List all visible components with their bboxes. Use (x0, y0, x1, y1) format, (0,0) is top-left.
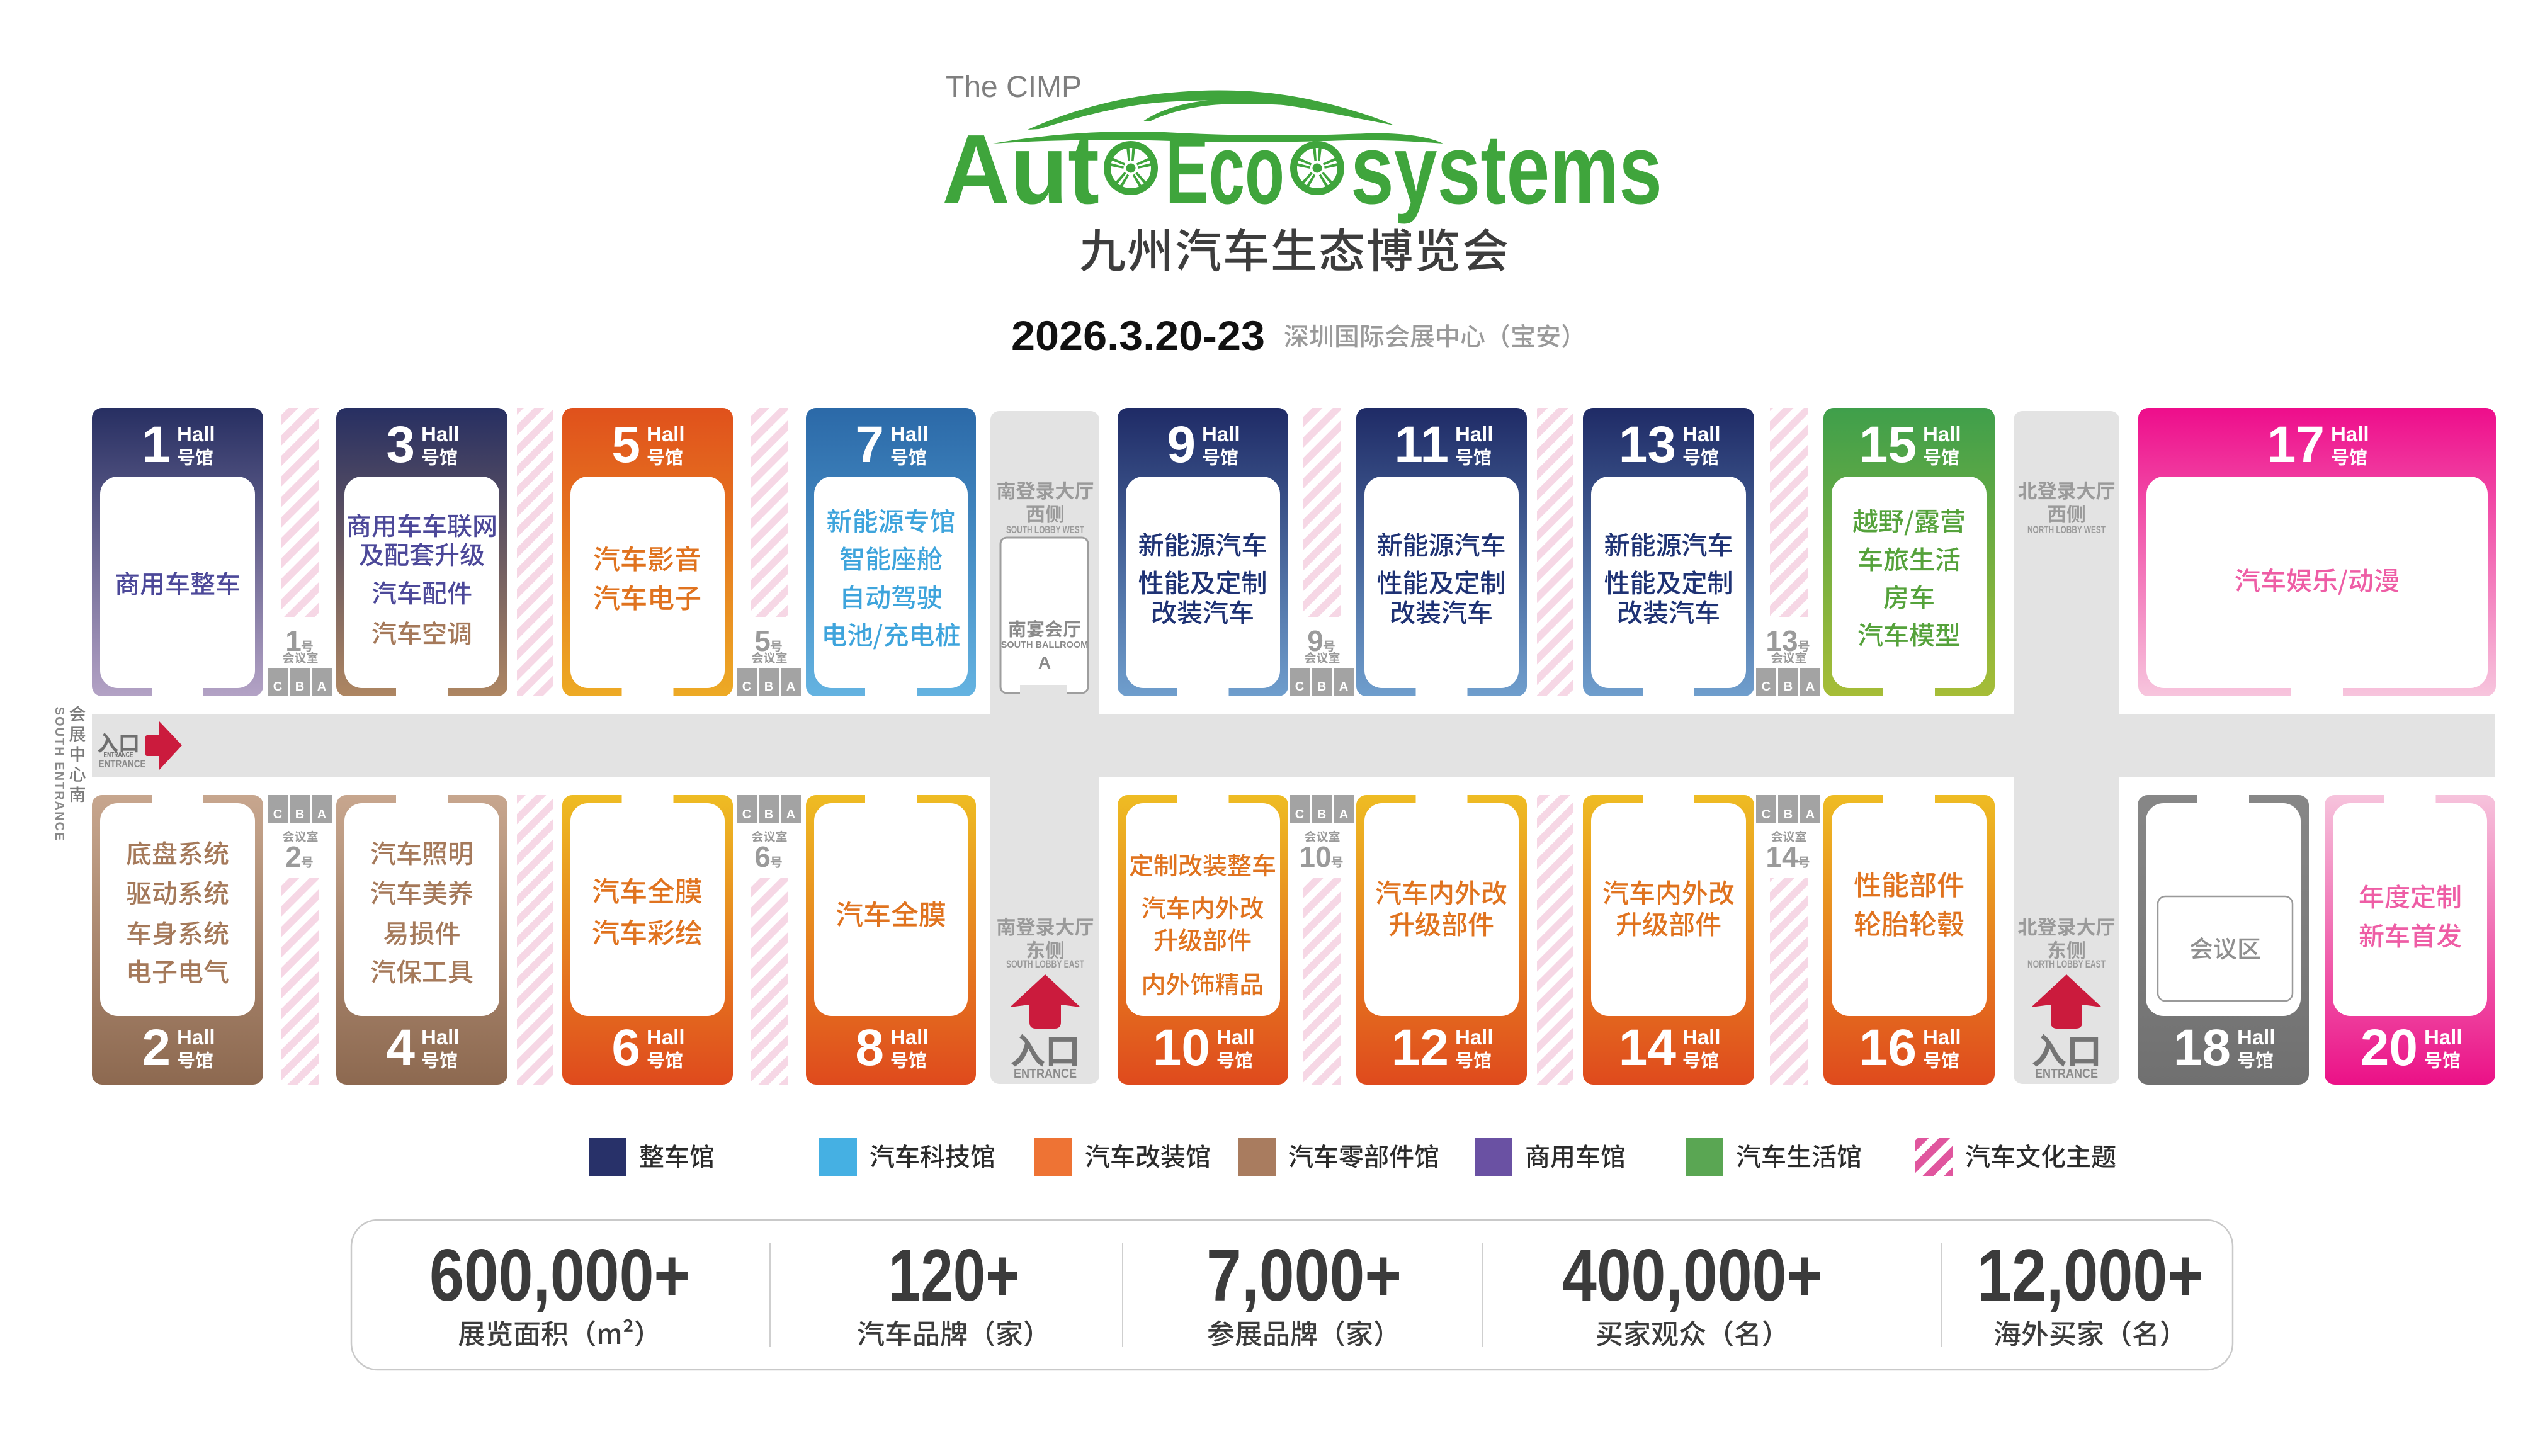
svg-text:B: B (1317, 808, 1326, 821)
svg-text:B: B (295, 808, 304, 821)
svg-text:The CIMP: The CIMP (946, 71, 1082, 104)
svg-text:ENTRANCE: ENTRANCE (104, 752, 133, 759)
svg-text:Hall: Hall (1455, 422, 1494, 446)
svg-text:Hall: Hall (2424, 1025, 2463, 1049)
svg-text:18: 18 (2174, 1019, 2231, 1076)
svg-text:600,000+: 600,000+ (429, 1234, 690, 1316)
svg-text:SOUTH BALLROOM: SOUTH BALLROOM (1001, 640, 1089, 650)
svg-text:SOUTH LOBBY WEST: SOUTH LOBBY WEST (1006, 524, 1084, 536)
svg-text:9: 9 (1307, 624, 1324, 657)
svg-text:5: 5 (754, 624, 771, 657)
svg-text:2: 2 (285, 840, 302, 873)
svg-text:C: C (1762, 680, 1771, 694)
svg-text:Hall: Hall (1923, 422, 1961, 446)
svg-text:B: B (295, 680, 304, 694)
svg-text:ENTRANCE: ENTRANCE (2035, 1067, 2098, 1081)
svg-text:9: 9 (1167, 416, 1196, 473)
svg-text:7: 7 (855, 416, 884, 473)
svg-text:C: C (273, 808, 282, 821)
svg-text:Hall: Hall (421, 1025, 460, 1049)
svg-text:A: A (1038, 653, 1051, 672)
svg-text:Hall: Hall (421, 422, 460, 446)
svg-text:Hall: Hall (1455, 1025, 1494, 1049)
svg-text:15: 15 (1859, 416, 1917, 473)
svg-text:Hall: Hall (1682, 1025, 1721, 1049)
svg-text:C: C (273, 680, 282, 694)
svg-text:Hall: Hall (2331, 422, 2369, 446)
svg-text:14: 14 (1619, 1019, 1677, 1076)
svg-text:A: A (1806, 680, 1815, 694)
svg-text:7,000+: 7,000+ (1206, 1234, 1402, 1316)
svg-text:Hall: Hall (647, 422, 685, 446)
svg-text:11: 11 (1394, 416, 1449, 473)
svg-text:B: B (764, 808, 773, 821)
svg-text:Hall: Hall (647, 1025, 685, 1049)
svg-text:Hall: Hall (177, 422, 215, 446)
svg-text:Aut: Aut (942, 114, 1099, 224)
svg-text:A: A (1806, 808, 1815, 821)
svg-text:C: C (1762, 808, 1771, 821)
svg-text:8: 8 (855, 1019, 884, 1076)
svg-text:B: B (764, 680, 773, 694)
svg-text:A: A (1339, 808, 1348, 821)
svg-text:12,000+: 12,000+ (1977, 1234, 2204, 1316)
svg-text:B: B (1784, 680, 1793, 694)
svg-text:B: B (1784, 808, 1793, 821)
svg-text:6: 6 (611, 1019, 640, 1076)
svg-text:NORTH LOBBY WEST: NORTH LOBBY WEST (2027, 524, 2106, 536)
svg-text:SOUTH LOBBY EAST: SOUTH LOBBY EAST (1006, 958, 1084, 970)
svg-text:C: C (742, 808, 751, 821)
svg-text:400,000+: 400,000+ (1562, 1234, 1823, 1316)
svg-text:Hall: Hall (177, 1025, 215, 1049)
svg-text:B: B (1317, 680, 1326, 694)
svg-text:4: 4 (386, 1019, 415, 1076)
svg-text:10: 10 (1153, 1019, 1210, 1076)
svg-text:10: 10 (1299, 840, 1331, 873)
svg-text:16: 16 (1859, 1019, 1917, 1076)
svg-text:Hall: Hall (2237, 1025, 2276, 1049)
svg-text:NORTH LOBBY EAST: NORTH LOBBY EAST (2027, 958, 2106, 970)
svg-text:A: A (786, 680, 795, 694)
svg-text:Hall: Hall (1682, 422, 1721, 446)
svg-text:C: C (1295, 680, 1304, 694)
svg-text:5: 5 (611, 416, 640, 473)
svg-text:A: A (317, 808, 326, 821)
svg-text:3: 3 (386, 416, 415, 473)
svg-text:Hall: Hall (890, 422, 929, 446)
svg-text:120+: 120+ (888, 1234, 1019, 1316)
svg-text:ENTRANCE: ENTRANCE (99, 758, 146, 770)
svg-text:13: 13 (1766, 624, 1798, 657)
svg-text:Hall: Hall (890, 1025, 929, 1049)
svg-text:A: A (317, 680, 326, 694)
svg-text:systems: systems (1351, 114, 1662, 224)
svg-text:C: C (742, 680, 751, 694)
svg-text:17: 17 (2267, 416, 2325, 473)
svg-text:12: 12 (1392, 1019, 1449, 1076)
svg-text:2026.3.20-23: 2026.3.20-23 (1011, 312, 1265, 359)
svg-text:Eco: Eco (1165, 114, 1284, 224)
svg-text:2: 2 (142, 1019, 171, 1076)
svg-text:SOUTH ENTRANCE: SOUTH ENTRANCE (52, 707, 66, 842)
svg-text:A: A (786, 808, 795, 821)
svg-text:Hall: Hall (1216, 1025, 1255, 1049)
svg-text:20: 20 (2361, 1019, 2418, 1076)
svg-text:1: 1 (285, 624, 302, 657)
svg-text:1: 1 (142, 416, 171, 473)
svg-text:A: A (1339, 680, 1348, 694)
svg-text:ENTRANCE: ENTRANCE (1014, 1067, 1077, 1081)
svg-text:C: C (1295, 808, 1304, 821)
svg-text:13: 13 (1619, 416, 1676, 473)
svg-text:14: 14 (1766, 840, 1798, 873)
svg-text:Hall: Hall (1202, 422, 1240, 446)
svg-text:Hall: Hall (1923, 1025, 1961, 1049)
svg-text:6: 6 (754, 840, 771, 873)
